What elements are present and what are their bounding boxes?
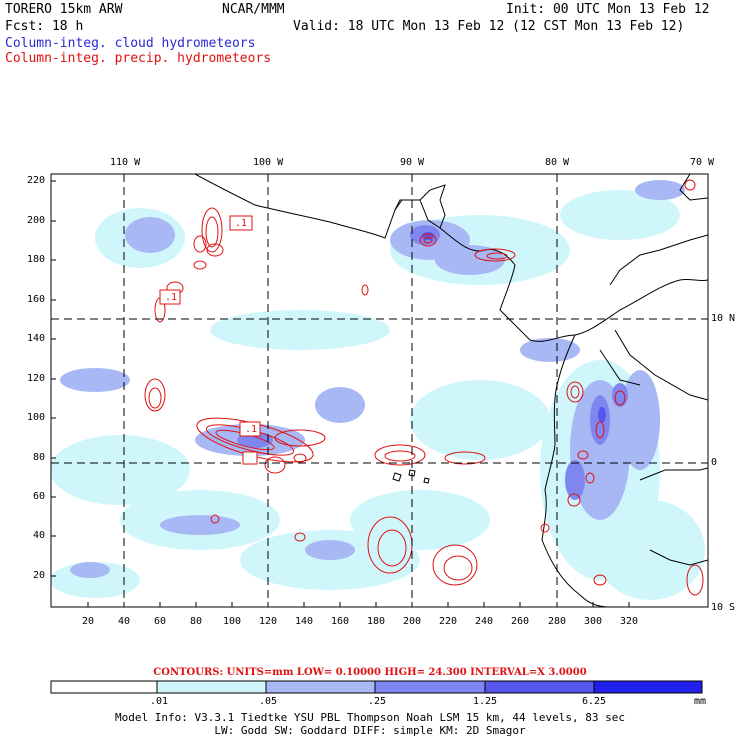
- colorbar-label: .25: [368, 696, 387, 707]
- lon-label-90w: 90 W: [400, 157, 425, 168]
- y-tick-label: 220: [27, 175, 46, 186]
- x-tick-label: 160: [331, 616, 350, 627]
- contour-label: .1: [235, 218, 248, 229]
- x-tick-label: 80: [190, 616, 203, 627]
- cloud-shading-medium: [60, 180, 685, 578]
- x-tick-label: 220: [439, 616, 458, 627]
- y-tick-label: 80: [33, 452, 46, 463]
- field2-title: Column-integ. precip. hydrometeors: [5, 51, 272, 66]
- valid-time: Valid: 18 UTC Mon 13 Feb 12 (12 CST Mon …: [293, 19, 685, 34]
- x-tick-label: 120: [259, 616, 278, 627]
- x-tick-label: 200: [403, 616, 422, 627]
- y-tick-label: 200: [27, 215, 46, 226]
- lon-label-70w: 70 W: [690, 157, 715, 168]
- colorbar-label: 1.25: [473, 696, 498, 707]
- colorbar-label: .01: [150, 696, 169, 707]
- y-tick-label: 20: [33, 570, 46, 581]
- lon-label-100w: 100 W: [253, 157, 284, 168]
- contour-label: .1: [165, 292, 178, 303]
- x-tick-label: 320: [620, 616, 639, 627]
- x-tick-label: 280: [548, 616, 567, 627]
- x-tick-label: 260: [511, 616, 530, 627]
- x-tick-label: 240: [475, 616, 494, 627]
- forecast-hour: Fcst: 18 h: [5, 19, 84, 34]
- lat-label-10n: 10 N: [711, 313, 736, 324]
- y-tick-label: 100: [27, 412, 46, 423]
- contour-legend: CONTOURS: UNITS=mm LOW= 0.10000 HIGH= 24…: [153, 667, 587, 678]
- field1-title: Column-integ. cloud hydrometeors: [5, 36, 256, 51]
- y-tick-label: 60: [33, 491, 46, 502]
- cloud-shading-dark: [237, 225, 628, 500]
- x-tick-label: 100: [223, 616, 242, 627]
- coastlines: [194, 174, 708, 607]
- y-tick-label: 160: [27, 294, 46, 305]
- x-tick-label: 180: [367, 616, 386, 627]
- lat-lon-grid: [51, 174, 708, 607]
- x-tick-label: 300: [584, 616, 603, 627]
- lat-label-10s: 10 S: [711, 602, 736, 613]
- colorbar-label: .05: [259, 696, 278, 707]
- colorbar-units: mm: [694, 696, 707, 707]
- x-tick-label: 60: [154, 616, 167, 627]
- y-tick-label: 140: [27, 333, 46, 344]
- center-name: NCAR/MMM: [222, 2, 285, 17]
- lon-label-110w: 110 W: [110, 157, 141, 168]
- y-tick-label: 120: [27, 373, 46, 384]
- lat-label-0: 0: [711, 457, 718, 468]
- x-tick-label: 40: [118, 616, 131, 627]
- init-time: Init: 00 UTC Mon 13 Feb 12: [506, 2, 710, 17]
- lon-label-80w: 80 W: [545, 157, 570, 168]
- contour-label-boxes: [159, 215, 261, 465]
- contour-label: .1: [245, 424, 258, 435]
- colorbar: [50, 680, 703, 694]
- y-tick-label: 40: [33, 530, 46, 541]
- model-info-line2: LW: Godd SW: Goddard DIFF: simple KM: 2D…: [214, 724, 526, 737]
- model-title: TORERO 15km ARW: [5, 2, 123, 17]
- map-frame: [50, 173, 709, 608]
- y-tick-label: 180: [27, 254, 46, 265]
- x-tick-label: 20: [82, 616, 95, 627]
- model-info-line1: Model Info: V3.3.1 Tiedtke YSU PBL Thomp…: [115, 711, 625, 724]
- precip-contours: [144, 179, 704, 596]
- colorbar-label: 6.25: [582, 696, 607, 707]
- x-tick-label: 140: [295, 616, 314, 627]
- axis-tick-marks: [51, 180, 630, 607]
